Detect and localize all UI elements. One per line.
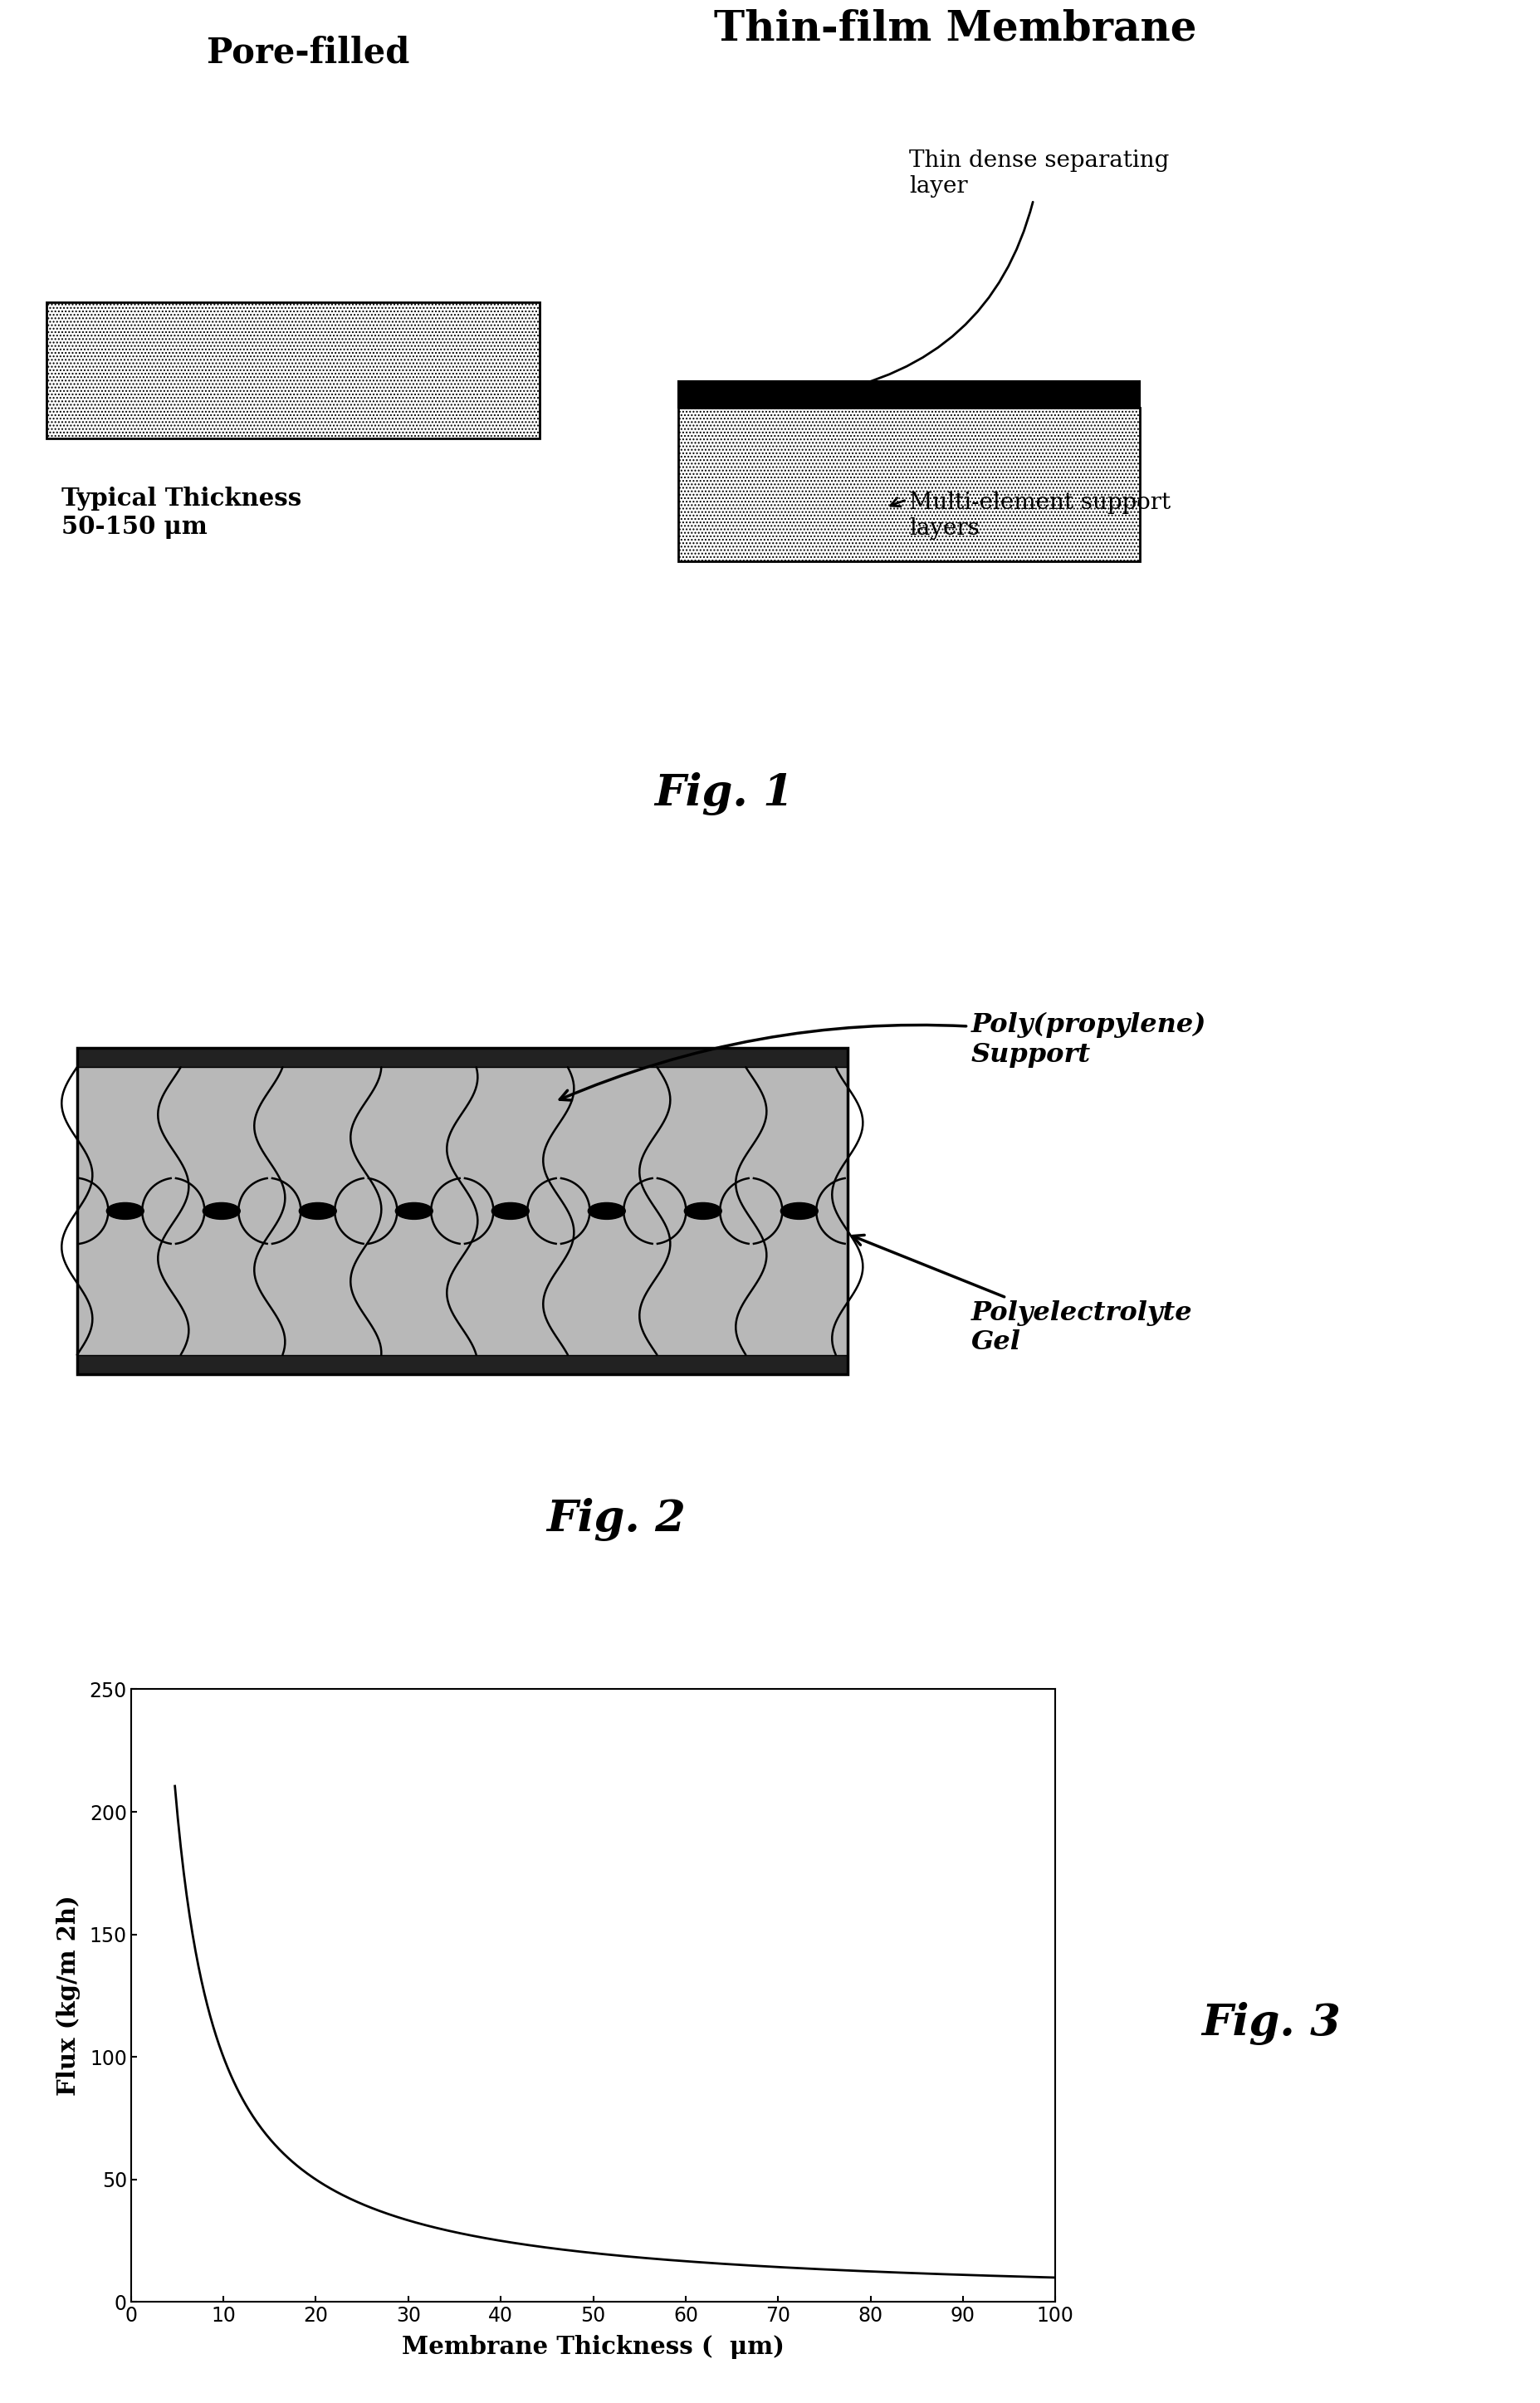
Bar (46, 303, 539, 437)
Text: Fig. 3: Fig. 3 (1201, 2002, 1340, 2045)
Text: Thin dense separating
layer: Thin dense separating layer (821, 149, 1169, 396)
X-axis label: Membrane Thickness (  μm): Membrane Thickness ( μm) (402, 2336, 784, 2360)
Text: Typical Thickness
50-150 μm: Typical Thickness 50-150 μm (62, 488, 302, 538)
Circle shape (299, 1204, 336, 1218)
Text: Polyelectrolyte
Gel: Polyelectrolyte Gel (852, 1235, 1192, 1355)
Bar (77, 1048, 847, 1375)
Bar (77, 1067, 847, 1355)
Circle shape (781, 1204, 818, 1218)
Text: Fig. 1: Fig. 1 (654, 771, 793, 815)
Bar (77, 1048, 847, 1067)
Circle shape (588, 1204, 625, 1218)
Y-axis label: Flux (kg/m 2h): Flux (kg/m 2h) (55, 1896, 80, 2095)
Text: Pore-filled: Pore-filled (206, 36, 410, 70)
Circle shape (396, 1204, 433, 1218)
Text: Fig. 2: Fig. 2 (547, 1497, 685, 1540)
Bar (678, 409, 1140, 562)
Text: Poly(propylene)
Support: Poly(propylene) Support (559, 1012, 1206, 1101)
Circle shape (491, 1204, 528, 1218)
Circle shape (203, 1204, 240, 1218)
Text: Multi-element support
layers: Multi-element support layers (890, 490, 1170, 541)
Text: Thin-film Membrane: Thin-film Membrane (713, 10, 1197, 50)
Bar (678, 382, 1140, 409)
Circle shape (684, 1204, 721, 1218)
Circle shape (106, 1204, 143, 1218)
Bar (77, 1355, 847, 1375)
